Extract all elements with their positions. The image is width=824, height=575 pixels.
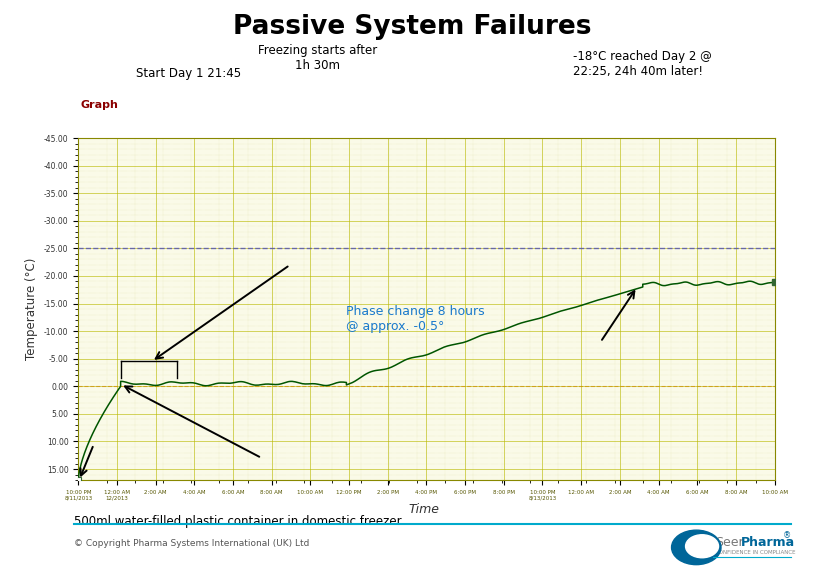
Text: ®: ® xyxy=(783,531,791,540)
Text: Graph: Graph xyxy=(81,100,119,110)
Text: Time: Time xyxy=(409,503,440,516)
Text: Start Day 1 21:45: Start Day 1 21:45 xyxy=(136,67,241,81)
Text: -18°C reached Day 2 @
22:25, 24h 40m later!: -18°C reached Day 2 @ 22:25, 24h 40m lat… xyxy=(573,49,712,78)
Text: Seer: Seer xyxy=(715,536,744,549)
Text: © Copyright Pharma Systems International (UK) Ltd: © Copyright Pharma Systems International… xyxy=(74,539,310,549)
Text: 500ml water-filled plastic container in domestic freezer: 500ml water-filled plastic container in … xyxy=(74,515,402,528)
Text: Pharma: Pharma xyxy=(741,536,795,549)
Text: Passive System Failures: Passive System Failures xyxy=(232,14,592,40)
Y-axis label: Temperature (°C): Temperature (°C) xyxy=(26,258,39,361)
Text: Phase change 8 hours
@ approx. -0.5°: Phase change 8 hours @ approx. -0.5° xyxy=(346,305,485,333)
Text: CONFIDENCE IN COMPLIANCE: CONFIDENCE IN COMPLIANCE xyxy=(715,550,796,554)
Text: Freezing starts after
1h 30m: Freezing starts after 1h 30m xyxy=(258,44,377,72)
